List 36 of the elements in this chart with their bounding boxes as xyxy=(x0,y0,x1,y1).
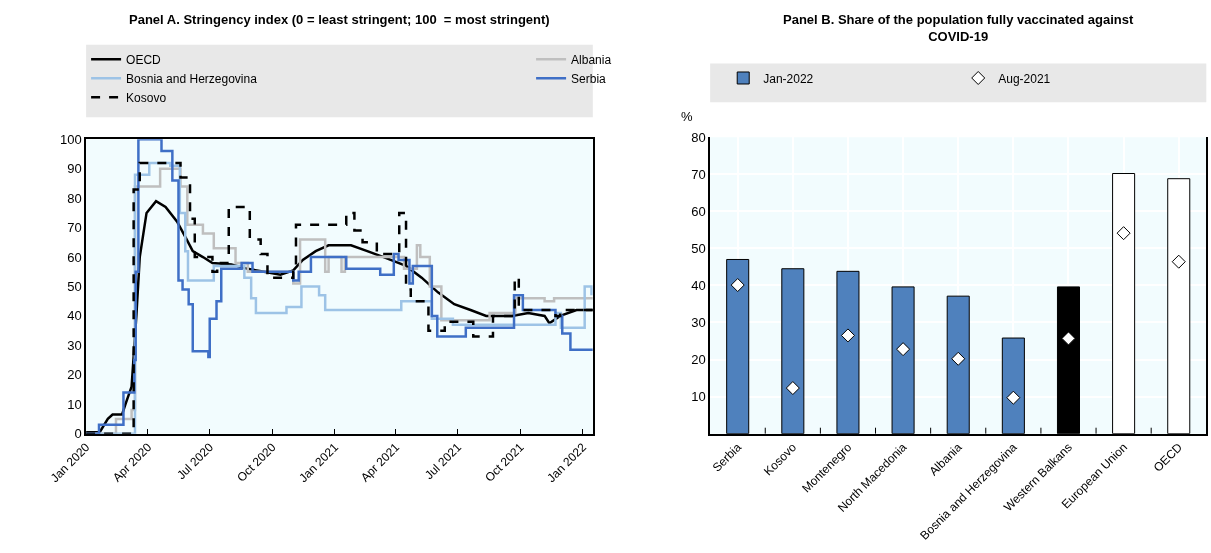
y-tick-label: 40 xyxy=(67,308,82,324)
y-tick-label: 60 xyxy=(691,203,706,219)
y-axis-title: % xyxy=(681,109,693,124)
y-tick-label: 50 xyxy=(67,279,82,295)
chart-title: Panel B. Share of the population fully vaccinated against COVID-19 xyxy=(783,12,1135,44)
legend-label: OECD xyxy=(126,52,162,67)
legend-label: Jan-2022 xyxy=(763,71,814,86)
y-tick-label: 90 xyxy=(67,161,82,177)
y-tick-label: 30 xyxy=(67,337,82,353)
y-tick-label: 80 xyxy=(691,129,706,145)
legend-label: Bosnia and Herzegovina xyxy=(126,71,258,86)
y-tick-label: 20 xyxy=(67,367,82,383)
legend-label: Kosovo xyxy=(126,90,167,105)
y-tick-label: 40 xyxy=(691,277,706,293)
y-tick-label: 50 xyxy=(691,240,706,256)
point xyxy=(785,381,800,396)
y-tick-label: 70 xyxy=(691,166,706,182)
point xyxy=(730,278,745,293)
y-tick-label: 60 xyxy=(67,249,82,265)
point xyxy=(1006,390,1021,405)
y-tick-label: 70 xyxy=(67,220,82,236)
legend-label: Aug-2021 xyxy=(998,71,1051,86)
point xyxy=(896,342,911,357)
chart-title: Panel A. Stringency index (0 = least stringent; 100 = most stringent) xyxy=(129,12,550,27)
y-tick-label: 0 xyxy=(74,426,82,442)
legend-label: Albania xyxy=(571,52,612,67)
point xyxy=(840,328,855,343)
y-tick-label: 10 xyxy=(67,396,82,412)
point xyxy=(951,351,966,366)
y-tick-label: 80 xyxy=(67,190,82,206)
y-tick-label: 10 xyxy=(691,389,706,405)
legend-label: Serbia xyxy=(571,71,607,86)
y-tick-label: 20 xyxy=(691,352,706,368)
y-tick-label: 100 xyxy=(60,131,82,147)
point xyxy=(1061,331,1076,346)
y-tick-label: 30 xyxy=(691,315,706,331)
